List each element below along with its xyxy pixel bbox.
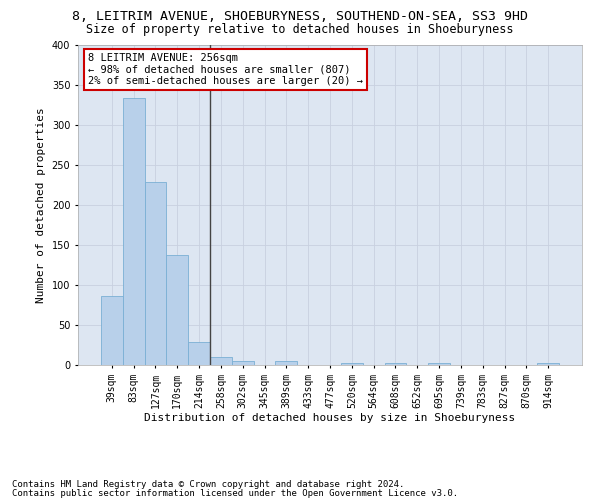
- Bar: [428, 362, 450, 365]
- Text: 8, LEITRIM AVENUE, SHOEBURYNESS, SOUTHEND-ON-SEA, SS3 9HD: 8, LEITRIM AVENUE, SHOEBURYNESS, SOUTHEN…: [72, 10, 528, 23]
- Bar: [145, 182, 166, 365]
- Bar: [232, 361, 254, 365]
- Y-axis label: Number of detached properties: Number of detached properties: [36, 107, 46, 303]
- Bar: [385, 362, 406, 365]
- Bar: [537, 362, 559, 365]
- Bar: [166, 256, 188, 365]
- Bar: [123, 98, 145, 365]
- Text: Contains HM Land Registry data © Crown copyright and database right 2024.: Contains HM Land Registry data © Crown c…: [12, 480, 404, 489]
- X-axis label: Distribution of detached houses by size in Shoeburyness: Distribution of detached houses by size …: [145, 414, 515, 424]
- Bar: [210, 357, 232, 365]
- Bar: [101, 296, 123, 365]
- Bar: [275, 361, 297, 365]
- Text: Size of property relative to detached houses in Shoeburyness: Size of property relative to detached ho…: [86, 22, 514, 36]
- Bar: [188, 342, 210, 365]
- Text: 8 LEITRIM AVENUE: 256sqm
← 98% of detached houses are smaller (807)
2% of semi-d: 8 LEITRIM AVENUE: 256sqm ← 98% of detach…: [88, 53, 363, 86]
- Bar: [341, 362, 363, 365]
- Text: Contains public sector information licensed under the Open Government Licence v3: Contains public sector information licen…: [12, 488, 458, 498]
